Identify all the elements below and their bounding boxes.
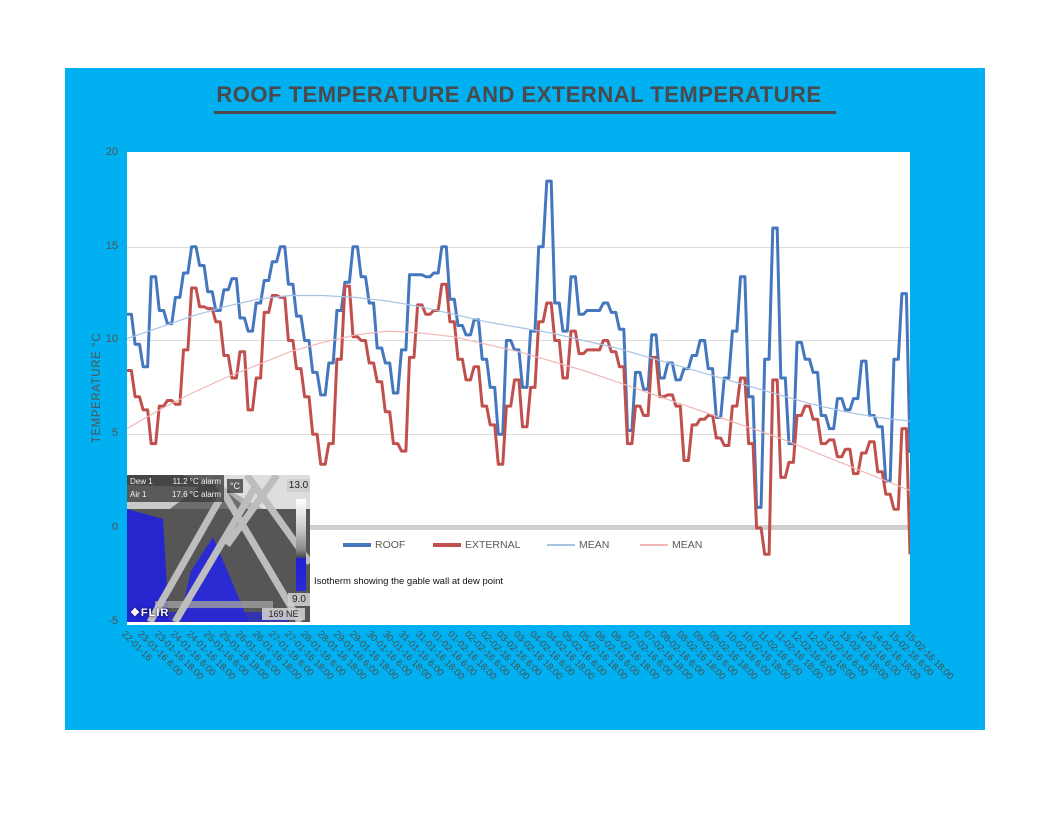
legend-item-mean: MEAN [547,537,609,553]
flir-air-value: 17.6 °C alarm [172,490,221,499]
legend-label: EXTERNAL [465,539,521,551]
legend-swatch-mean [547,544,575,546]
y-tick-label-10: 10 [105,333,118,346]
flir-logo-icon: ❖ [130,607,141,619]
flir-dew-value: 11.2 °C alarm [172,477,221,486]
chart-title: ROOF TEMPERATURE AND EXTERNAL TEMPERATUR… [214,82,836,114]
flir-logo-text: FLIR [140,607,170,619]
series-line-mean-3 [127,330,910,492]
flir-scale-min: 9.0 [288,593,310,606]
legend-item-external: EXTERNAL [433,537,520,553]
flir-unit-badge: °C [227,479,243,493]
gridline-15 [127,247,910,248]
gridline-0 [127,525,910,530]
y-tick-label--5: -5 [108,614,118,627]
legend-label: MEAN [672,539,703,551]
flir-thermal-inset: Dew 1 11.2 °C alarm Air 1 17.6 °C alarm … [127,475,310,622]
legend-swatch-mean [640,544,668,546]
y-tick-label-20: 20 [105,145,118,158]
series-line-mean-2 [127,294,910,422]
legend-label: MEAN [579,539,610,551]
series-plot-svg [127,179,910,556]
isotherm-annotation: Isotherm showing the gable wall at dew p… [314,576,504,587]
flir-compass-readout: 169 NE [262,608,305,620]
gridline-5 [127,434,910,435]
flir-scale-max: 13.0 [287,479,310,492]
flir-air-label: Air 1 [130,490,147,499]
flir-cold-region-center [179,537,249,622]
flir-dew-label: Dew 1 [130,477,153,486]
y-tick-label-15: 15 [105,239,118,252]
flir-air-row: Air 1 17.6 °C alarm [127,488,224,501]
series-line-roof-0 [127,179,910,509]
gridline-10 [127,340,910,341]
flir-logo: ❖FLIR [130,606,169,619]
flir-dew-row: Dew 1 11.2 °C alarm [127,475,224,488]
series-line-external-1 [127,282,910,556]
flir-scale-bar [296,499,306,591]
flir-cold-region-left [127,509,169,622]
legend-item-mean: MEAN [640,537,702,553]
y-tick-label-0: 0 [111,521,118,533]
chart-title-wrap: ROOF TEMPERATURE AND EXTERNAL TEMPERATUR… [65,82,985,114]
y-tick-label-5: 5 [111,427,118,440]
legend-label: ROOF [375,539,406,551]
legend-swatch-roof [343,543,371,547]
flir-alarm-band [127,475,224,502]
legend-item-roof: ROOF [343,537,405,553]
legend-swatch-external [433,543,461,547]
